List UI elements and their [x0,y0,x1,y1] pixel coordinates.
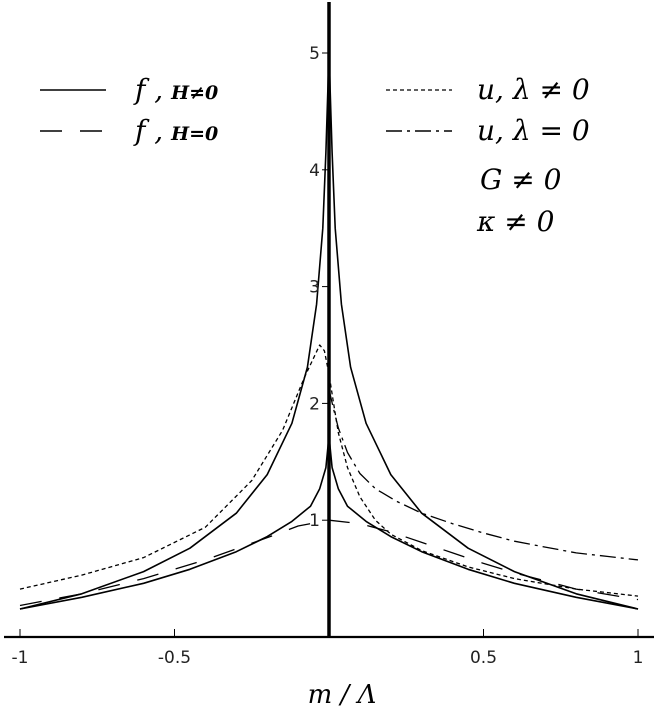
y-tick-label-4: 4 [309,161,320,181]
legend-label-f-h-nonzero: f , H≠0 [133,73,218,106]
x-tick-label-3: 0.5 [470,648,497,668]
y-tick-label-1: 1 [309,511,320,531]
x-tick-label-2: -0.5 [158,648,191,668]
legend: f , H≠0 f , H=0 u, λ ≠ 0 u, λ = 0 [40,73,590,147]
series-line-3 [19,344,639,597]
y-tick-label-3: 3 [309,278,320,298]
series-line-4 [328,389,639,561]
annotation-kappa-nonzero: κ ≠ 0 [476,205,554,238]
y-tick-label-2: 2 [309,394,320,414]
legend-label-u-lambda-nonzero: u, λ ≠ 0 [477,73,590,106]
x-axis-label: m / Λ [308,680,377,710]
y-tick-label-5: 5 [309,44,320,64]
x-ticks: -1 -0.5 0.5 1 [12,629,644,668]
annotation-g-nonzero: G ≠ 0 [480,163,561,196]
legend-label-u-lambda-zero: u, λ = 0 [477,114,590,147]
x-tick-label-1: -1 [12,648,29,668]
y-ticks: 1 2 3 4 5 [309,44,329,531]
legend-label-f-h-zero: f , H=0 [133,114,218,147]
x-tick-label-4: 1 [633,648,644,668]
